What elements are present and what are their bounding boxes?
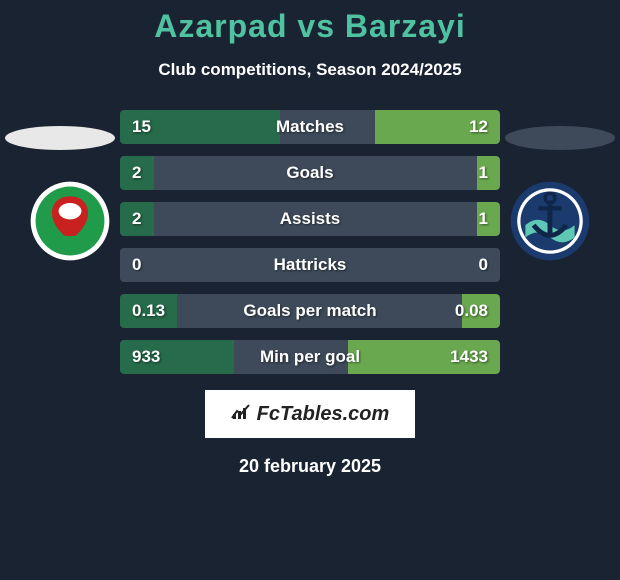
chart-icon xyxy=(231,404,251,425)
stat-value-left: 0.13 xyxy=(132,301,165,321)
stat-value-left: 2 xyxy=(132,209,141,229)
stat-label: Goals per match xyxy=(243,301,376,321)
stat-row: 933 1433 Min per goal xyxy=(120,340,500,374)
stat-value-right: 0 xyxy=(479,255,488,275)
stat-label: Hattricks xyxy=(274,255,347,275)
stat-label: Goals xyxy=(286,163,333,183)
stat-value-left: 2 xyxy=(132,163,141,183)
page-title: Azarpad vs Barzayi xyxy=(0,8,620,45)
stat-value-left: 933 xyxy=(132,347,160,367)
stat-row: 0.13 0.08 Goals per match xyxy=(120,294,500,328)
stat-row: 15 12 Matches xyxy=(120,110,500,144)
stat-row: 0 0 Hattricks xyxy=(120,248,500,282)
stat-value-right: 0.08 xyxy=(455,301,488,321)
comparison-infographic: Azarpad vs Barzayi Club competitions, Se… xyxy=(0,0,620,580)
stat-value-right: 1 xyxy=(479,163,488,183)
stat-value-right: 12 xyxy=(469,117,488,137)
stat-label: Matches xyxy=(276,117,344,137)
stat-value-left: 15 xyxy=(132,117,151,137)
page-subtitle: Club competitions, Season 2024/2025 xyxy=(0,60,620,80)
stat-label: Assists xyxy=(280,209,340,229)
branding-text: FcTables.com xyxy=(257,403,390,426)
stat-row: 2 1 Goals xyxy=(120,156,500,190)
branding-badge: FcTables.com xyxy=(205,390,415,438)
stat-label: Min per goal xyxy=(260,347,360,367)
stat-row: 2 1 Assists xyxy=(120,202,500,236)
stat-value-left: 0 xyxy=(132,255,141,275)
date-label: 20 february 2025 xyxy=(0,456,620,477)
stat-value-right: 1433 xyxy=(450,347,488,367)
stats-list: 15 12 Matches 2 1 Goals 2 1 Assists 0 0 Hattricks 0.… xyxy=(0,110,620,374)
stat-value-right: 1 xyxy=(479,209,488,229)
